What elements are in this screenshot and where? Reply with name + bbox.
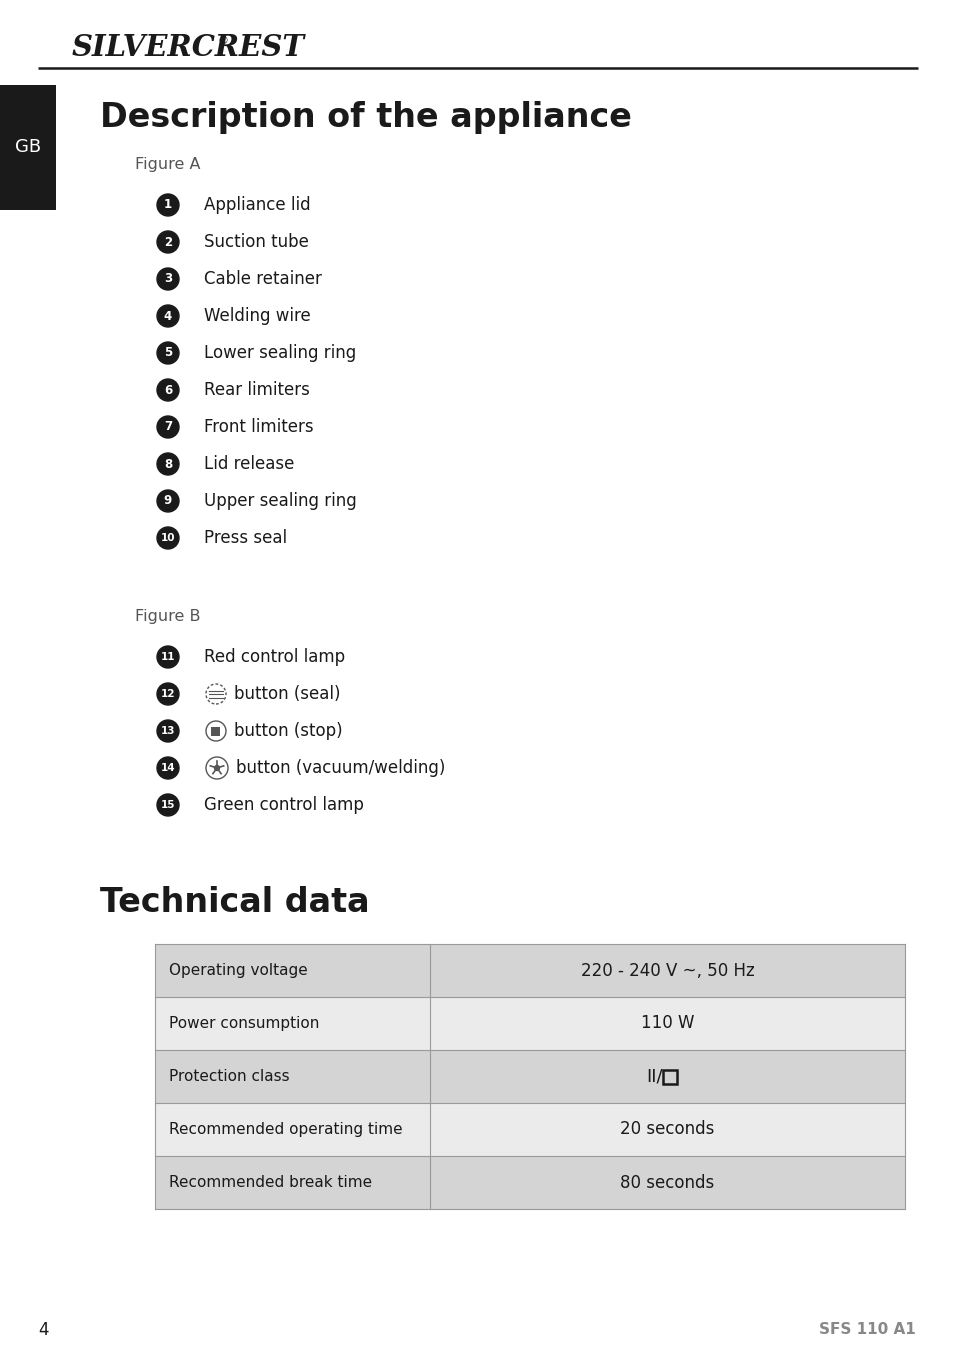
Text: 80 seconds: 80 seconds <box>619 1173 714 1191</box>
Circle shape <box>157 194 179 215</box>
Text: 8: 8 <box>164 458 172 470</box>
Text: 2: 2 <box>164 236 172 248</box>
Text: 14: 14 <box>160 763 175 772</box>
Text: Lid release: Lid release <box>204 455 294 473</box>
Text: 20 seconds: 20 seconds <box>619 1121 714 1138</box>
Circle shape <box>157 646 179 668</box>
Text: Power consumption: Power consumption <box>169 1016 319 1031</box>
Text: 4: 4 <box>38 1321 49 1339</box>
Text: 9: 9 <box>164 495 172 508</box>
Circle shape <box>157 268 179 290</box>
Text: Front limiters: Front limiters <box>204 417 314 436</box>
Text: Green control lamp: Green control lamp <box>204 795 363 814</box>
Circle shape <box>157 794 179 816</box>
Text: 13: 13 <box>161 726 175 736</box>
Text: button (seal): button (seal) <box>233 686 340 703</box>
Text: Figure B: Figure B <box>135 610 200 625</box>
Circle shape <box>157 305 179 327</box>
Text: Rear limiters: Rear limiters <box>204 381 310 398</box>
Text: Operating voltage: Operating voltage <box>169 963 308 978</box>
Text: Recommended operating time: Recommended operating time <box>169 1122 402 1137</box>
Text: II/: II/ <box>645 1068 661 1085</box>
Bar <box>154 944 904 997</box>
Text: 12: 12 <box>161 688 175 699</box>
Bar <box>154 1156 904 1209</box>
Text: Upper sealing ring: Upper sealing ring <box>204 492 356 509</box>
Text: Suction tube: Suction tube <box>204 233 309 251</box>
Circle shape <box>214 766 219 771</box>
Text: 4: 4 <box>164 309 172 322</box>
Text: 1: 1 <box>164 198 172 211</box>
Circle shape <box>157 341 179 364</box>
Text: 5: 5 <box>164 347 172 359</box>
Text: SILVERCREST: SILVERCREST <box>71 34 305 62</box>
Text: SFS 110 A1: SFS 110 A1 <box>819 1322 915 1337</box>
Text: Cable retainer: Cable retainer <box>204 270 321 289</box>
Bar <box>154 1103 904 1156</box>
Text: Press seal: Press seal <box>204 528 287 547</box>
Text: ®: ® <box>218 37 229 46</box>
Text: Figure A: Figure A <box>135 157 200 172</box>
Text: Recommended break time: Recommended break time <box>169 1175 372 1190</box>
Text: Welding wire: Welding wire <box>204 308 311 325</box>
Bar <box>212 726 220 736</box>
Circle shape <box>157 453 179 476</box>
Circle shape <box>157 416 179 438</box>
Text: 110 W: 110 W <box>640 1015 694 1033</box>
Text: 15: 15 <box>161 799 175 810</box>
Text: Protection class: Protection class <box>169 1069 290 1084</box>
Text: 10: 10 <box>161 533 175 543</box>
Bar <box>154 997 904 1050</box>
Bar <box>154 1050 904 1103</box>
Text: GB: GB <box>15 138 41 156</box>
Bar <box>0 85 56 210</box>
Circle shape <box>157 230 179 253</box>
Text: Description of the appliance: Description of the appliance <box>100 102 631 134</box>
Circle shape <box>157 683 179 705</box>
Text: Lower sealing ring: Lower sealing ring <box>204 344 355 362</box>
Text: Red control lamp: Red control lamp <box>204 648 345 667</box>
Circle shape <box>157 379 179 401</box>
Text: button (stop): button (stop) <box>233 722 342 740</box>
Text: 3: 3 <box>164 272 172 286</box>
Text: Technical data: Technical data <box>100 886 369 919</box>
Text: 220 - 240 V ~, 50 Hz: 220 - 240 V ~, 50 Hz <box>580 962 754 980</box>
Text: 7: 7 <box>164 420 172 434</box>
Circle shape <box>157 491 179 512</box>
Bar <box>662 1069 677 1084</box>
Circle shape <box>157 757 179 779</box>
Text: Appliance lid: Appliance lid <box>204 196 311 214</box>
Text: 11: 11 <box>161 652 175 663</box>
Text: 6: 6 <box>164 383 172 397</box>
Circle shape <box>157 720 179 743</box>
Circle shape <box>157 527 179 549</box>
Text: button (vacuum/welding): button (vacuum/welding) <box>235 759 445 776</box>
